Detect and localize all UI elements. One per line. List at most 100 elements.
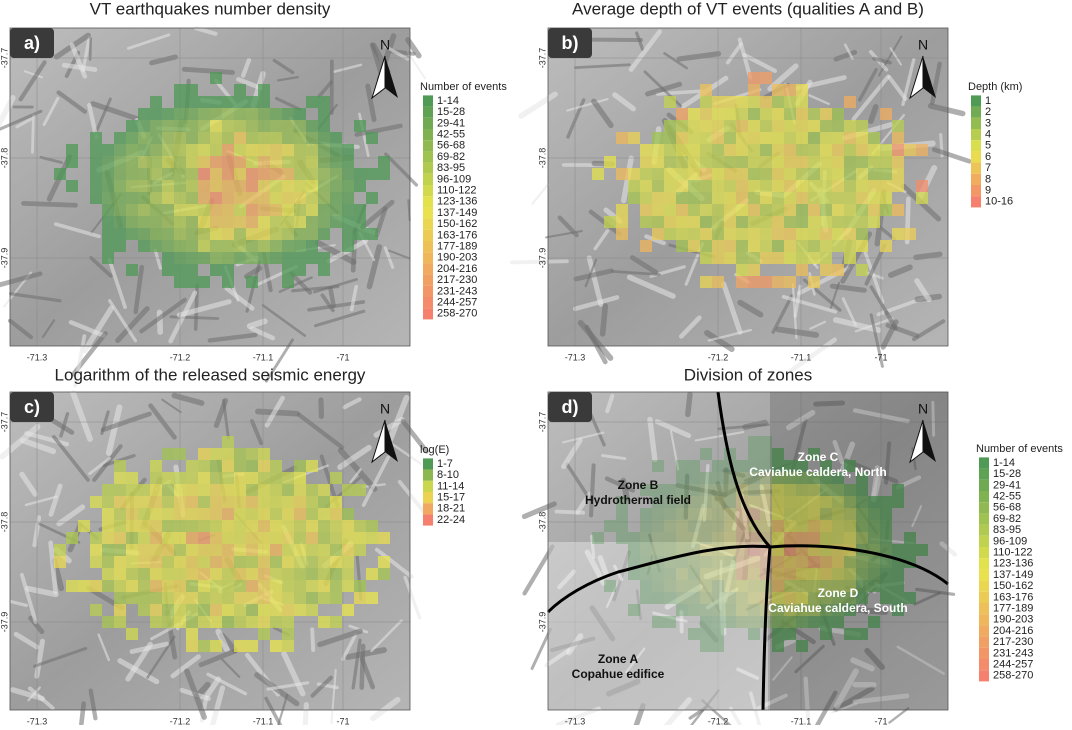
event-cell [246, 616, 258, 628]
north-label: N [380, 37, 390, 53]
event-cell [700, 180, 712, 192]
event-cell [676, 228, 688, 240]
event-cell [282, 532, 294, 544]
event-cell [270, 484, 282, 496]
event-cell [234, 204, 246, 216]
event-cell [198, 604, 210, 616]
event-cell [294, 228, 306, 240]
event-cell [880, 156, 892, 168]
event-cell [186, 144, 198, 156]
y-tick-label: -37.8 [0, 148, 9, 169]
y-tick-label: -37.9 [537, 248, 547, 269]
legend-label: 42-55 [437, 129, 465, 141]
event-cell [880, 180, 892, 192]
event-cell [688, 460, 700, 472]
event-cell [354, 484, 366, 496]
event-cell [270, 192, 282, 204]
event-cell [246, 216, 258, 228]
event-cell [712, 640, 724, 652]
event-cell [844, 204, 856, 216]
event-cell [150, 580, 162, 592]
event-cell [724, 156, 736, 168]
legend-swatch [423, 241, 433, 252]
event-cell [772, 228, 784, 240]
event-cell [306, 508, 318, 520]
legend-swatch [971, 163, 981, 174]
event-cell [342, 216, 354, 228]
event-cell [234, 168, 246, 180]
event-cell [868, 192, 880, 204]
event-cell [282, 144, 294, 156]
legend-label: 137-149 [993, 569, 1033, 581]
event-cell [868, 168, 880, 180]
event-cell [760, 216, 772, 228]
event-cell [114, 228, 126, 240]
y-tick-label: -37.9 [0, 248, 9, 269]
event-cell [652, 156, 664, 168]
event-cell [174, 192, 186, 204]
legend-label: 137-149 [437, 207, 477, 219]
event-cell [114, 168, 126, 180]
legend-label: 1-7 [437, 458, 453, 470]
event-cell [724, 604, 736, 616]
legend-swatch [979, 547, 989, 558]
event-cell [354, 532, 366, 544]
event-cell [210, 180, 222, 192]
event-cell [126, 472, 138, 484]
event-cell [294, 568, 306, 580]
event-cell [736, 180, 748, 192]
event-cell [246, 168, 258, 180]
event-cell [234, 120, 246, 132]
event-cell [150, 216, 162, 228]
event-cell [736, 604, 748, 616]
event-cell [808, 120, 820, 132]
event-cell [126, 132, 138, 144]
event-cell [652, 228, 664, 240]
event-cell [282, 108, 294, 120]
event-cell [712, 472, 724, 484]
event-cell [796, 216, 808, 228]
event-cell [760, 276, 772, 288]
event-cell [330, 556, 342, 568]
event-cell [808, 156, 820, 168]
event-cell [198, 216, 210, 228]
event-cell [102, 204, 114, 216]
event-cell [736, 532, 748, 544]
event-cell [724, 108, 736, 120]
event-cell [102, 228, 114, 240]
event-cell [664, 204, 676, 216]
event-cell [246, 496, 258, 508]
event-cell [198, 156, 210, 168]
event-cell [294, 108, 306, 120]
event-cell [664, 228, 676, 240]
event-cell [162, 204, 174, 216]
event-cell [234, 108, 246, 120]
event-cell [234, 484, 246, 496]
event-cell [138, 240, 150, 252]
event-cell [258, 472, 270, 484]
legend-label: 96-109 [993, 535, 1027, 547]
event-cell [712, 96, 724, 108]
event-cell [700, 616, 712, 628]
panel-title: VT earthquakes number density [90, 0, 331, 18]
event-cell [198, 448, 210, 460]
event-cell [210, 96, 222, 108]
event-cell [186, 216, 198, 228]
event-cell [186, 604, 198, 616]
event-cell [126, 592, 138, 604]
legend-label: 29-41 [437, 117, 465, 129]
event-cell [318, 180, 330, 192]
event-cell [186, 640, 198, 652]
event-cell [712, 532, 724, 544]
event-cell [592, 168, 604, 180]
event-cell [270, 520, 282, 532]
event-cell [174, 556, 186, 568]
event-cell [126, 144, 138, 156]
event-cell [222, 192, 234, 204]
legend-swatch [423, 219, 433, 230]
event-cell [114, 156, 126, 168]
event-cell [616, 168, 628, 180]
event-cell [796, 96, 808, 108]
event-cell [222, 216, 234, 228]
event-cell [712, 592, 724, 604]
